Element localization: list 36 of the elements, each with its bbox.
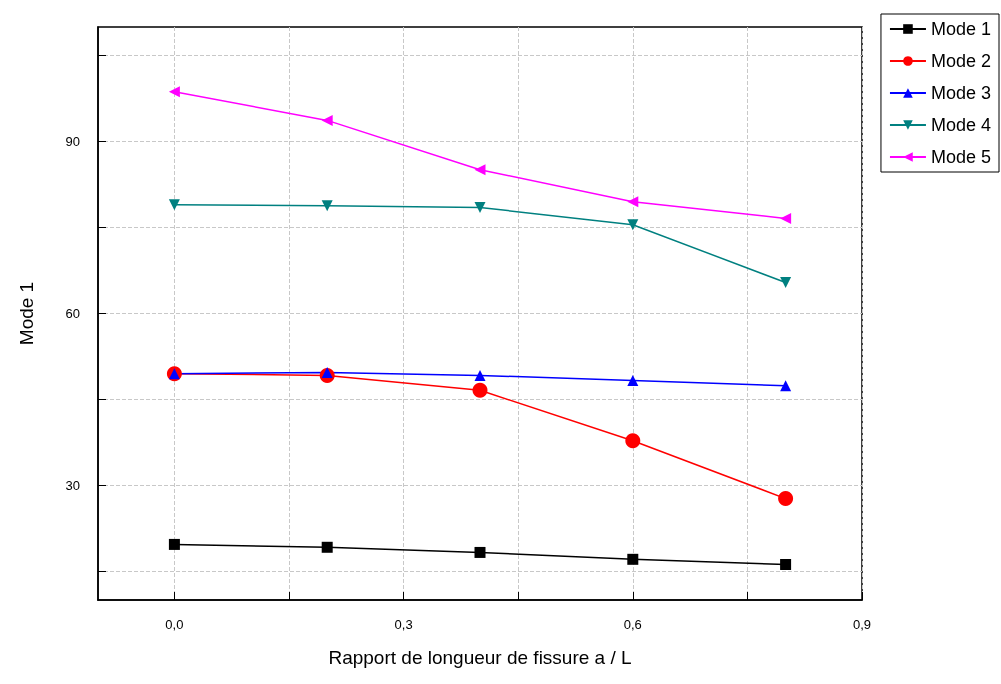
point xyxy=(474,164,486,176)
point xyxy=(321,541,333,553)
point xyxy=(780,277,792,289)
x-tick-label: 0,3 xyxy=(394,617,413,632)
point xyxy=(780,558,792,570)
x-tick-label: 0,0 xyxy=(165,617,184,632)
x-tick-label: 0,6 xyxy=(623,617,642,632)
y-axis-title: Mode 1 xyxy=(16,281,37,346)
legend-label: Mode 4 xyxy=(930,115,992,135)
point xyxy=(321,200,333,212)
y-tick-label: 60 xyxy=(65,306,80,321)
point xyxy=(321,114,333,126)
point xyxy=(474,201,486,213)
point xyxy=(627,553,639,565)
legend-label: Mode 1 xyxy=(930,19,992,39)
legend-label: Mode 2 xyxy=(930,51,992,71)
y-tick-label: 30 xyxy=(65,477,80,493)
point xyxy=(474,546,486,558)
point xyxy=(780,212,792,224)
point xyxy=(168,199,180,211)
legend-label: Mode 3 xyxy=(930,83,992,103)
point xyxy=(627,375,639,387)
point xyxy=(778,491,794,507)
point xyxy=(168,538,180,550)
point xyxy=(627,196,639,208)
x-tick-label: 0,9 xyxy=(852,617,872,632)
point xyxy=(472,382,488,398)
x-axis-title: Rapport de longueur de fissure a / L xyxy=(328,647,632,668)
point xyxy=(627,219,639,231)
legend-label: Mode 5 xyxy=(930,147,992,167)
point xyxy=(780,380,792,392)
point xyxy=(474,369,486,381)
point xyxy=(625,433,641,449)
point xyxy=(321,367,333,379)
point xyxy=(168,86,180,98)
y-tick-label: 90 xyxy=(65,134,80,150)
